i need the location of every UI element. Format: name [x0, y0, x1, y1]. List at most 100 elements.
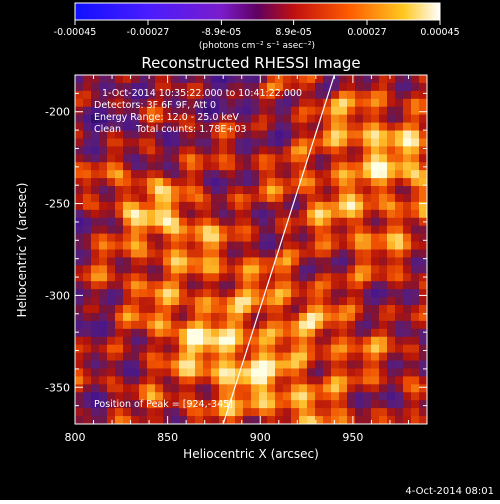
heatmap-cell: [371, 90, 380, 100]
heatmap-cell: [411, 146, 420, 155]
heatmap-cell: [179, 170, 188, 179]
heatmap-cell: [195, 289, 204, 298]
heatmap-cell: [139, 352, 148, 362]
heatmap-cell: [299, 249, 308, 259]
heatmap-cell: [275, 241, 284, 251]
heatmap-cell: [411, 114, 420, 124]
heatmap-cell: [219, 392, 228, 401]
heatmap-cell: [299, 201, 308, 211]
heatmap-cell: [179, 225, 188, 235]
heatmap-cell: [323, 217, 332, 227]
heatmap-cell: [179, 320, 188, 330]
heatmap-cell: [371, 265, 380, 274]
heatmap-cell: [211, 312, 220, 322]
heatmap-cell: [219, 201, 228, 211]
heatmap-cell: [347, 162, 356, 171]
heatmap-cell: [139, 344, 148, 354]
heatmap-cell: [227, 233, 236, 243]
heatmap-cell: [339, 312, 348, 322]
heatmap-cell: [387, 289, 396, 298]
heatmap-cell: [99, 106, 108, 116]
heatmap-cell: [235, 249, 244, 259]
heatmap-cell: [363, 352, 372, 362]
heatmap-cell: [163, 400, 172, 409]
heatmap-cell: [371, 312, 380, 322]
heatmap-cell: [371, 400, 380, 409]
heatmap-cell: [251, 305, 260, 314]
heatmap-cell: [99, 193, 108, 203]
heatmap-cell: [251, 201, 260, 211]
heatmap-cell: [187, 360, 196, 370]
heatmap-cell: [419, 312, 427, 322]
x-tick-label: 950: [342, 431, 363, 444]
heatmap-cell: [139, 225, 148, 235]
heatmap-cell: [251, 249, 260, 259]
heatmap-cell: [323, 122, 332, 132]
heatmap-cell: [307, 146, 316, 155]
heatmap-cell: [267, 209, 276, 219]
heatmap-cell: [267, 82, 276, 92]
heatmap-cell: [283, 408, 292, 417]
heatmap-cell: [211, 392, 220, 401]
heatmap-cell: [411, 368, 420, 378]
heatmap-cell: [291, 170, 300, 179]
heatmap-cell: [379, 146, 388, 155]
heatmap-cell: [403, 82, 412, 92]
heatmap-cell: [339, 384, 348, 393]
x-axis-ticks: 800 850 900 950: [65, 75, 409, 444]
heatmap-cell: [139, 257, 148, 266]
heatmap-cell: [235, 178, 244, 187]
heatmap-cell: [307, 360, 316, 370]
heatmap-cell: [291, 225, 300, 235]
heatmap-cell: [291, 75, 300, 84]
heatmap-cell: [395, 138, 404, 147]
heatmap-cell: [83, 225, 92, 235]
heatmap-cell: [211, 249, 220, 259]
heatmap-cell: [227, 154, 236, 163]
heatmap-cell: [235, 114, 244, 124]
heatmap-cell: [235, 217, 244, 227]
heatmap-cell: [355, 289, 364, 298]
heatmap-cell: [331, 312, 340, 322]
heatmap-cell: [211, 106, 220, 116]
heatmap-cell: [235, 162, 244, 171]
heatmap-cell: [275, 154, 284, 163]
heatmap-cell: [419, 257, 427, 266]
heatmap-cell: [379, 106, 388, 116]
heatmap-cell: [411, 360, 420, 370]
heatmap-cell: [283, 352, 292, 362]
heatmap-cell: [203, 368, 212, 378]
heatmap-cell: [203, 233, 212, 243]
heatmap-cell: [171, 178, 180, 187]
heatmap-cell: [227, 130, 236, 140]
heatmap-cell: [91, 170, 100, 179]
heatmap-cell: [187, 162, 196, 171]
heatmap-cell: [395, 170, 404, 179]
heatmap-cell: [323, 225, 332, 235]
heatmap-cell: [299, 75, 308, 84]
heatmap-cell: [411, 162, 420, 171]
heatmap-cell: [259, 138, 268, 147]
heatmap-cell: [307, 106, 316, 116]
heatmap-cell: [307, 201, 316, 211]
heatmap-cell: [299, 130, 308, 140]
heatmap-cell: [339, 178, 348, 187]
heatmap-cell: [307, 75, 316, 84]
heatmap-cell: [227, 305, 236, 314]
heatmap-cell: [75, 241, 84, 251]
heatmap-cell: [259, 225, 268, 235]
heatmap-cell: [155, 352, 164, 362]
heatmap-cell: [379, 114, 388, 124]
heatmap-cell: [99, 75, 108, 84]
heatmap-cell: [307, 408, 316, 417]
heatmap-cell: [299, 209, 308, 219]
heatmap-cell: [419, 336, 427, 346]
heatmap-cell: [123, 408, 132, 417]
heatmap-cell: [203, 186, 212, 195]
heatmap-cell: [307, 392, 316, 401]
heatmap-cell: [275, 249, 284, 259]
heatmap-cell: [243, 336, 252, 346]
heatmap-cell: [363, 400, 372, 409]
heatmap-cell: [203, 209, 212, 219]
